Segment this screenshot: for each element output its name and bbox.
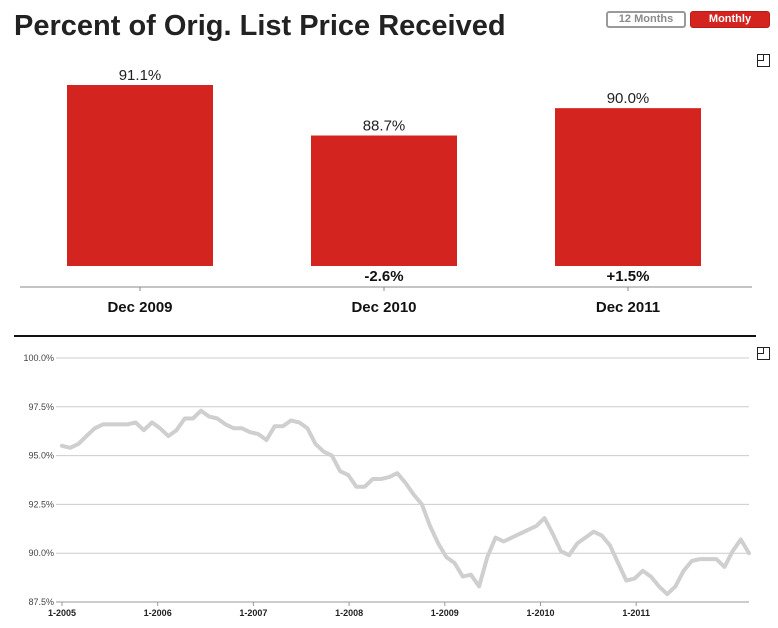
- bar-value-label: 88.7%: [363, 118, 406, 135]
- bar: [67, 85, 213, 266]
- bar-chart: 91.1% Dec 2009 88.7% -2.6% Dec 2010 90.0% +1.5…: [20, 67, 752, 316]
- x-tick-label: 1-2011: [622, 608, 650, 618]
- x-tick-label: 1-2007: [239, 608, 267, 618]
- expand-icon[interactable]: [757, 347, 770, 360]
- y-tick-label: 97.5%: [28, 402, 54, 412]
- series-line: [60, 408, 751, 597]
- x-tick-label: 1-2010: [526, 608, 554, 618]
- y-tick-label: 90.0%: [28, 548, 54, 558]
- bar: [311, 135, 457, 266]
- x-tick-label: 1-2009: [431, 608, 459, 618]
- bar-change-label: -2.6%: [364, 268, 403, 285]
- y-tick-label: 95.0%: [28, 451, 54, 461]
- x-tick-label: 1-2005: [48, 608, 76, 618]
- y-tick-label: 100.0%: [23, 353, 54, 363]
- bar-value-label: 91.1%: [119, 67, 162, 84]
- twelve-months-button[interactable]: 12 Months: [606, 11, 686, 28]
- bar: [555, 108, 701, 267]
- section-divider: [14, 335, 756, 337]
- bar-category-label: Dec 2010: [351, 299, 416, 316]
- page-title: Percent of Orig. List Price Received: [14, 10, 506, 42]
- bar-value-label: 90.0%: [607, 90, 650, 107]
- y-tick-label: 92.5%: [28, 499, 54, 509]
- period-toggle: 12 Months Monthly: [606, 11, 770, 28]
- x-tick-label: 1-2006: [144, 608, 172, 618]
- bar-category-label: Dec 2011: [596, 299, 660, 316]
- y-tick-label: 87.5%: [28, 597, 54, 607]
- bar-category-label: Dec 2009: [107, 299, 172, 316]
- expand-icon[interactable]: [757, 54, 770, 67]
- x-tick-label: 1-2008: [335, 608, 363, 618]
- monthly-button[interactable]: Monthly: [690, 11, 770, 28]
- bar-change-label: +1.5%: [607, 268, 650, 285]
